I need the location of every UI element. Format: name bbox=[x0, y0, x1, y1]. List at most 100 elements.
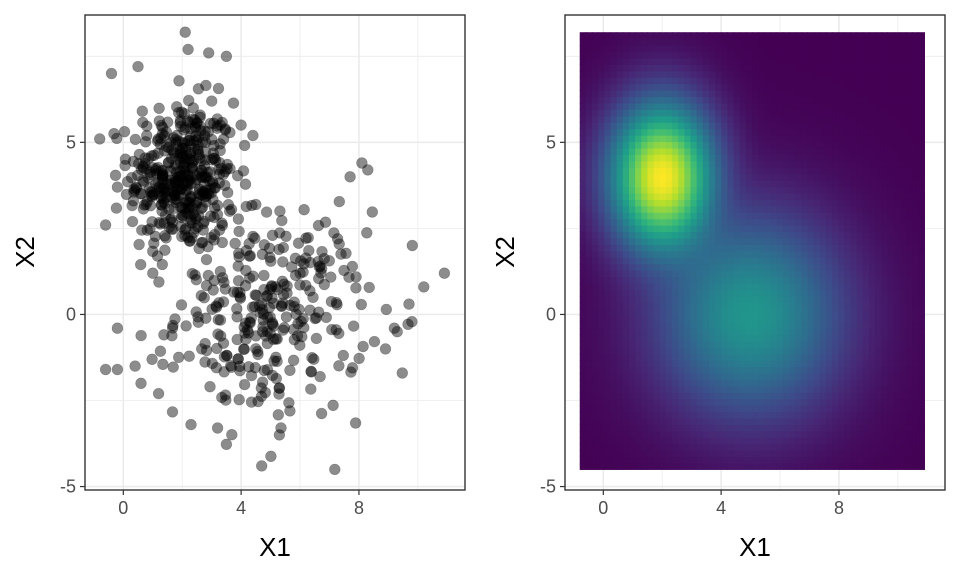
density-cell bbox=[752, 437, 759, 445]
density-cell bbox=[788, 212, 796, 220]
density-cell bbox=[616, 379, 624, 387]
density-cell bbox=[788, 334, 796, 342]
density-cell bbox=[635, 366, 642, 374]
density-cell bbox=[727, 270, 735, 278]
density-cell bbox=[616, 70, 624, 78]
scatter-point bbox=[243, 361, 255, 373]
scatter-point bbox=[328, 227, 340, 239]
density-cell bbox=[844, 90, 852, 98]
density-cell bbox=[696, 405, 704, 413]
density-cell bbox=[616, 122, 624, 130]
density-cell bbox=[758, 237, 765, 245]
density-cell bbox=[776, 289, 784, 297]
density-cell bbox=[918, 212, 925, 220]
density-cell bbox=[881, 282, 889, 290]
scatter-point bbox=[111, 181, 124, 193]
scatter-point bbox=[300, 279, 312, 292]
density-cell bbox=[868, 237, 876, 245]
scatter-point bbox=[166, 406, 179, 418]
density-cell bbox=[776, 450, 784, 458]
density-cell bbox=[801, 437, 809, 445]
density-cell bbox=[628, 225, 636, 233]
scatter-point bbox=[331, 233, 344, 245]
density-cell bbox=[905, 199, 913, 207]
scatter-point bbox=[314, 260, 326, 272]
density-cell bbox=[733, 83, 741, 91]
density-cell bbox=[776, 77, 784, 85]
density-cell bbox=[788, 347, 796, 355]
density-cell bbox=[585, 115, 593, 123]
density-cell bbox=[782, 392, 790, 400]
scatter-point bbox=[297, 266, 309, 278]
density-cell bbox=[727, 38, 735, 46]
density-cell bbox=[764, 360, 772, 368]
density-cell bbox=[912, 315, 919, 323]
density-cell bbox=[708, 90, 716, 98]
density-cell bbox=[696, 295, 704, 303]
density-cell bbox=[585, 250, 593, 258]
density-cell bbox=[776, 109, 784, 117]
scatter-point bbox=[207, 147, 220, 159]
density-cell bbox=[807, 154, 815, 162]
density-cell bbox=[585, 135, 593, 143]
density-cell bbox=[770, 398, 778, 406]
scatter-point bbox=[199, 337, 211, 350]
density-cell bbox=[832, 64, 839, 72]
density-cell bbox=[585, 289, 593, 297]
density-cell bbox=[672, 417, 679, 425]
scatter-point bbox=[169, 313, 181, 325]
density-cell bbox=[788, 360, 796, 368]
density-cell bbox=[727, 276, 735, 284]
density-cell bbox=[838, 392, 845, 400]
density-cell bbox=[875, 276, 882, 284]
density-cell bbox=[844, 141, 852, 149]
density-cell bbox=[745, 147, 753, 155]
density-cell bbox=[610, 70, 618, 78]
density-cell bbox=[893, 327, 901, 335]
density-cell bbox=[912, 154, 919, 162]
scatter-point bbox=[214, 138, 226, 150]
scatter-point bbox=[287, 323, 300, 336]
scatter-point bbox=[208, 182, 221, 194]
density-cell bbox=[862, 443, 870, 451]
density-cell bbox=[721, 360, 729, 368]
density-cell bbox=[616, 109, 624, 117]
density-cell bbox=[893, 70, 901, 78]
density-cell bbox=[733, 225, 741, 233]
density-cell bbox=[795, 45, 802, 53]
density-cell bbox=[684, 231, 692, 239]
density-cell bbox=[739, 205, 747, 213]
scatter-point bbox=[203, 188, 215, 200]
density-cell bbox=[733, 109, 741, 117]
density-cell bbox=[758, 90, 765, 98]
scatter-point bbox=[178, 124, 190, 136]
density-cell bbox=[813, 462, 821, 470]
density-cell bbox=[807, 205, 815, 213]
density-cell bbox=[628, 96, 636, 104]
density-cell bbox=[592, 360, 599, 368]
density-cell bbox=[659, 456, 667, 464]
scatter-point bbox=[168, 185, 181, 198]
density-cell bbox=[893, 405, 901, 413]
density-cell bbox=[899, 135, 907, 143]
density-cell bbox=[678, 308, 685, 316]
density-cell bbox=[758, 250, 765, 258]
density-cell bbox=[708, 308, 716, 316]
density-cell bbox=[739, 353, 747, 361]
density-cell bbox=[585, 147, 593, 155]
density-cell bbox=[665, 45, 673, 53]
density-cell bbox=[628, 147, 636, 155]
density-cell bbox=[801, 321, 809, 329]
density-cell bbox=[598, 32, 605, 40]
density-cell bbox=[752, 385, 759, 393]
density-cell bbox=[758, 282, 765, 290]
density-cell bbox=[893, 456, 901, 464]
density-cell bbox=[893, 302, 901, 310]
density-cell bbox=[647, 424, 655, 432]
density-cell bbox=[752, 398, 759, 406]
scatter-point bbox=[168, 147, 181, 160]
density-cell bbox=[616, 437, 624, 445]
density-cell bbox=[696, 379, 704, 387]
density-cell bbox=[721, 462, 729, 470]
density-cell bbox=[696, 308, 704, 316]
